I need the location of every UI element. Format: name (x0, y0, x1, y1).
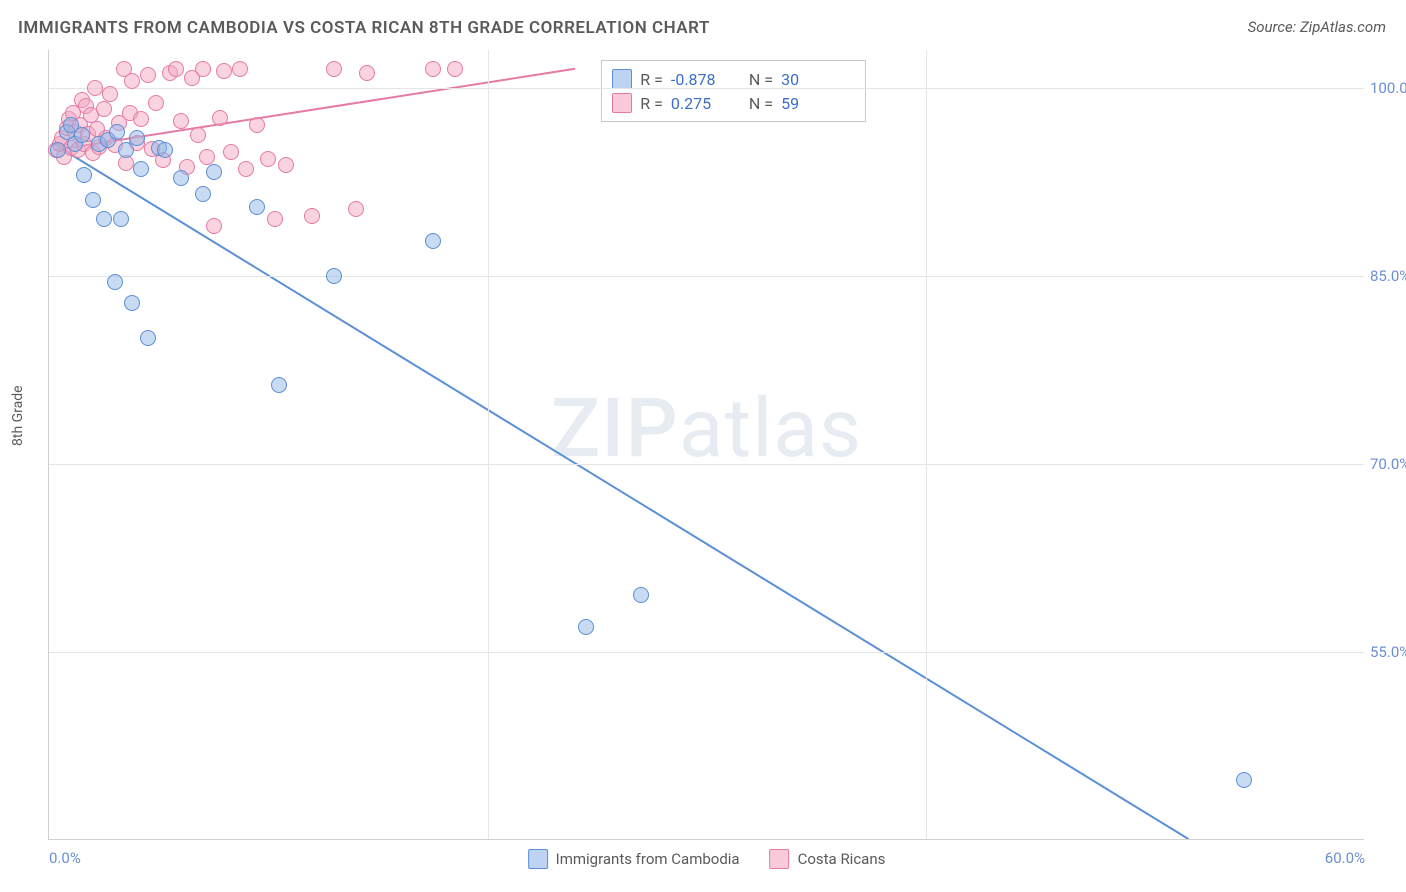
data-point (124, 295, 140, 311)
data-point (348, 201, 364, 217)
data-point (238, 161, 254, 177)
data-point (76, 167, 92, 183)
data-point (1236, 772, 1252, 788)
data-point (87, 80, 103, 96)
data-point (249, 117, 265, 133)
data-point (74, 127, 90, 143)
chart-title: IMMIGRANTS FROM CAMBODIA VS COSTA RICAN … (18, 18, 710, 38)
data-point (118, 142, 134, 158)
y-tick-label: 85.0% (1370, 267, 1406, 285)
swatch-icon (612, 93, 632, 113)
data-point (107, 274, 123, 290)
stat-n-label: N = (749, 70, 773, 89)
data-point (124, 73, 140, 89)
swatch-icon (528, 849, 548, 869)
stat-r-value: 0.275 (671, 94, 727, 113)
scatter-chart: ZIPatlas R =-0.878N =30R =0.275N =59 Imm… (48, 50, 1364, 840)
x-tick-label: 0.0% (49, 849, 81, 867)
data-point (148, 95, 164, 111)
legend-label: Costa Ricans (798, 850, 886, 868)
stats-row-pink: R = 0.275 N = 59 (612, 91, 851, 115)
stat-n-label: N = (749, 94, 773, 113)
data-point (195, 186, 211, 202)
data-point (102, 86, 118, 102)
gridline-h (49, 652, 1364, 653)
data-point (223, 144, 239, 160)
gridline-v (926, 50, 927, 839)
data-point (129, 130, 145, 146)
stat-n-value: 59 (781, 94, 837, 113)
data-point (206, 218, 222, 234)
data-point (232, 61, 248, 77)
data-point (113, 211, 129, 227)
data-point (133, 111, 149, 127)
data-point (109, 124, 125, 140)
data-point (447, 61, 463, 77)
gridline-h (49, 464, 1364, 465)
gridline-h (49, 276, 1364, 277)
watermark: ZIPatlas (551, 381, 862, 477)
y-tick-label: 55.0% (1370, 643, 1406, 661)
data-point (425, 61, 441, 77)
data-point (260, 151, 276, 167)
x-tick-label: 60.0% (1325, 849, 1365, 867)
data-point (140, 67, 156, 83)
data-point (326, 268, 342, 284)
gridline-v (488, 50, 489, 839)
data-point (206, 164, 222, 180)
trendline-blue (54, 144, 1189, 839)
data-point (85, 192, 101, 208)
data-point (96, 101, 112, 117)
legend-item-cambodia: Immigrants from Cambodia (528, 849, 740, 869)
data-point (326, 61, 342, 77)
y-tick-label: 70.0% (1370, 455, 1406, 473)
data-point (195, 61, 211, 77)
data-point (199, 149, 215, 165)
data-point (133, 161, 149, 177)
data-point (212, 110, 228, 126)
y-axis-label: 8th Grade (10, 385, 26, 446)
data-point (425, 233, 441, 249)
stat-r-value: -0.878 (671, 70, 727, 89)
correlation-stats-box: R = -0.878 N = 30 R = 0.275 N = 59 (601, 60, 866, 122)
data-point (249, 199, 265, 215)
swatch-icon (612, 69, 632, 89)
series-legend: Immigrants from Cambodia Costa Ricans (528, 849, 886, 869)
data-point (271, 377, 287, 393)
data-point (633, 587, 649, 603)
data-point (96, 211, 112, 227)
data-point (359, 65, 375, 81)
data-point (190, 127, 206, 143)
data-point (578, 619, 594, 635)
stat-n-value: 30 (781, 70, 837, 89)
source-attribution: Source: ZipAtlas.com (1248, 18, 1386, 36)
stat-r-label: R = (640, 70, 663, 89)
y-tick-label: 100.0% (1370, 79, 1406, 97)
gridline-h (49, 88, 1364, 89)
data-point (304, 208, 320, 224)
stat-r-label: R = (640, 94, 663, 113)
data-point (173, 170, 189, 186)
data-point (140, 330, 156, 346)
data-point (267, 211, 283, 227)
data-point (278, 157, 294, 173)
data-point (173, 113, 189, 129)
legend-item-costa-rica: Costa Ricans (770, 849, 886, 869)
data-point (168, 61, 184, 77)
data-point (50, 142, 66, 158)
legend-label: Immigrants from Cambodia (556, 850, 740, 868)
data-point (157, 142, 173, 158)
data-point (216, 63, 232, 79)
swatch-icon (770, 849, 790, 869)
